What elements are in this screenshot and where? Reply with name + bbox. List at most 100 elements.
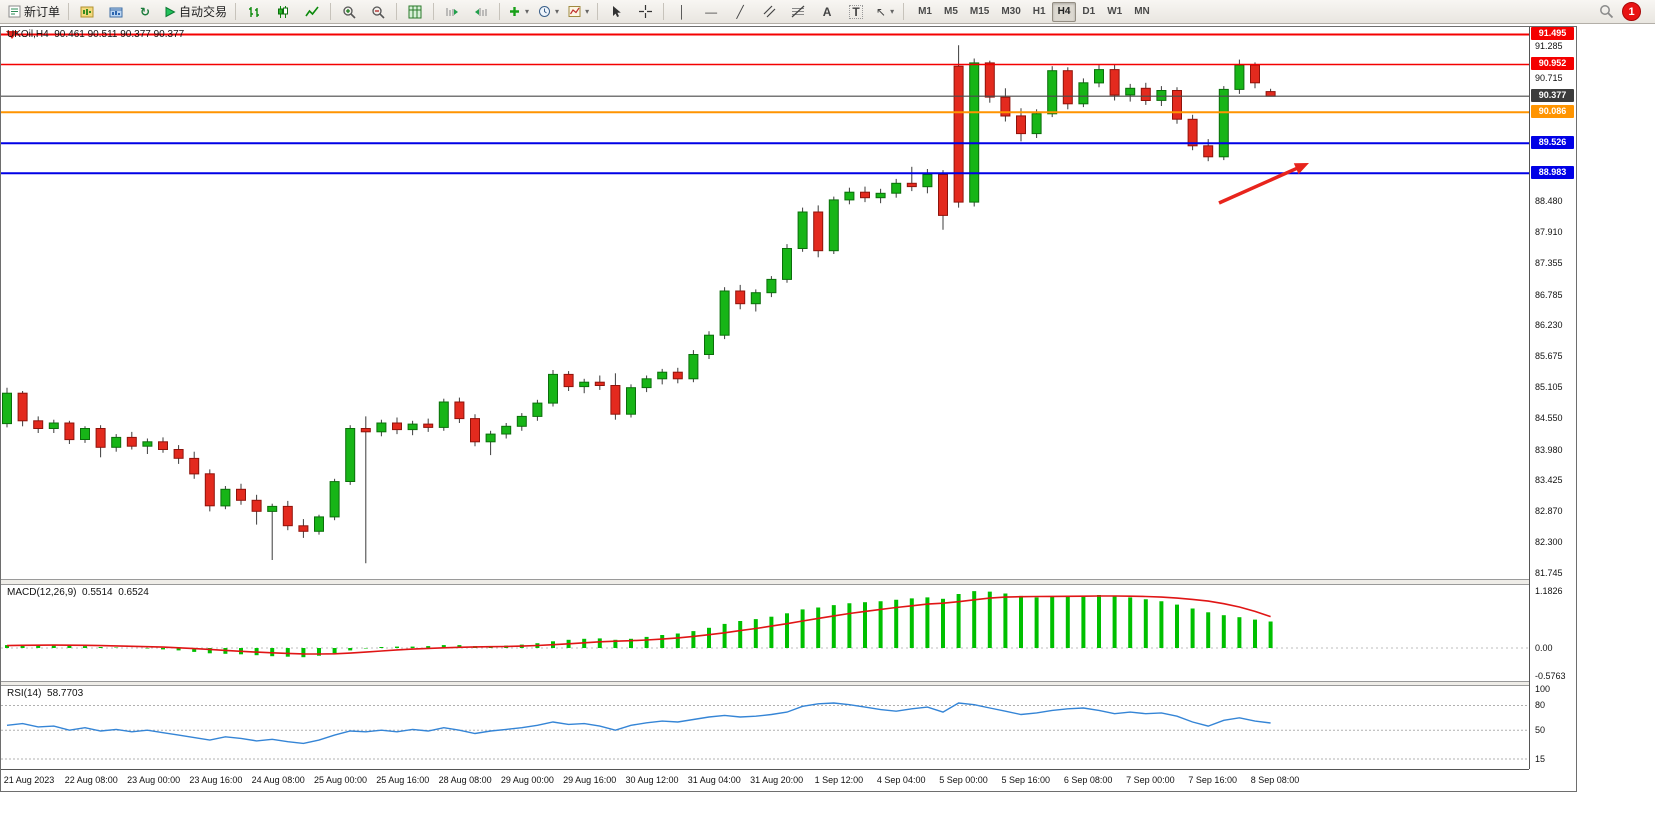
price-axis-label: 84.550: [1535, 413, 1563, 424]
rsi-chart[interactable]: [1, 686, 1529, 769]
panel-resize-handle[interactable]: [1, 579, 1576, 585]
trendline-tool-button[interactable]: ╱: [726, 1, 754, 23]
rsi-axis-label: 50: [1535, 725, 1546, 736]
price-tag: 89.526: [1531, 136, 1574, 150]
cursor-icon: [612, 6, 621, 17]
zoom-out-icon: [372, 5, 385, 19]
price-axis-label: 81.745: [1535, 567, 1563, 578]
timeframe-d1[interactable]: D1: [1082, 6, 1096, 17]
search-icon[interactable]: [1599, 4, 1614, 19]
zoom-out-button[interactable]: [364, 1, 392, 23]
time-axis-label: 1 Sep 12:00: [814, 775, 864, 785]
notification-badge[interactable]: 1: [1622, 2, 1641, 21]
time-axis[interactable]: 21 Aug 2023 22 Aug 08:00 23 Aug 00:00 23 Au…: [1, 769, 1529, 791]
charts-icon: [80, 6, 94, 17]
profiles-button[interactable]: [102, 1, 130, 23]
price-axis-label: 86.230: [1535, 320, 1563, 331]
time-axis-label: 22 Aug 08:00: [64, 775, 118, 785]
text-tool-icon: A: [822, 4, 832, 19]
price-axis-label: 85.105: [1535, 382, 1563, 393]
toolbar-separator: [597, 3, 599, 20]
timeframe-m1[interactable]: M1: [918, 6, 932, 17]
text-label-icon: T: [849, 4, 863, 19]
refresh-button[interactable]: ↻: [131, 1, 159, 23]
macd-axis-label: 1.1826: [1535, 585, 1563, 596]
cursor-tool-button[interactable]: [602, 1, 630, 23]
horizontal-line-tool-button[interactable]: —: [697, 1, 725, 23]
price-axis-label: 87.355: [1535, 258, 1563, 269]
text-label-tool-button[interactable]: T: [842, 1, 870, 23]
time-axis-label: 24 Aug 08:00: [251, 775, 305, 785]
price-axis-label: 91.285: [1535, 41, 1563, 52]
time-axis-label: 31 Aug 04:00: [687, 775, 741, 785]
timeframe-h1[interactable]: H1: [1032, 6, 1046, 17]
chart-symbol-label: UKOil,H4 90.461 90.511 90.377 90.377: [7, 29, 184, 40]
line-chart-mode-button[interactable]: [298, 1, 326, 23]
rsi-axis-label: 100: [1535, 684, 1551, 694]
chart-window-ukoil: UKOil,H4 90.461 90.511 90.377 90.377 MAC…: [0, 26, 1577, 792]
time-axis-label: 4 Sep 04:00: [876, 775, 926, 785]
main-chart-panel: UKOil,H4 90.461 90.511 90.377 90.377: [1, 27, 1529, 579]
templates-button[interactable]: ▾: [564, 1, 593, 23]
timeframe-h4[interactable]: H4: [1051, 1, 1077, 22]
arrows-tool-button[interactable]: ↖ ▾: [871, 1, 899, 23]
charts-button[interactable]: [73, 1, 101, 23]
chevron-down-icon: ▾: [585, 7, 590, 16]
tile-windows-button[interactable]: [401, 1, 429, 23]
panel-resize-handle[interactable]: [1, 681, 1576, 686]
horizontal-line-icon: —: [705, 4, 718, 19]
price-tag: 91.495: [1531, 27, 1574, 41]
text-tool-button[interactable]: A: [813, 1, 841, 23]
fibonacci-icon: [791, 5, 805, 18]
chevron-down-icon: ▾: [525, 7, 530, 16]
timeframe-m15[interactable]: M15: [969, 6, 990, 17]
time-axis-label: 6 Sep 08:00: [1063, 775, 1113, 785]
toolbar-separator: [663, 3, 665, 20]
price-tag: 90.377: [1531, 89, 1574, 103]
symbol-timeframe: UKOil,H4: [7, 29, 49, 40]
toolbar-separator: [903, 3, 905, 20]
time-axis-label: 7 Sep 16:00: [1188, 775, 1237, 785]
profiles-icon: [109, 7, 123, 17]
macd-chart[interactable]: [1, 585, 1529, 681]
auto-scroll-icon: [446, 7, 459, 16]
rsi-label: RSI(14) 58.7703: [7, 688, 83, 699]
price-axis-label: 90.715: [1535, 72, 1563, 83]
main-chart[interactable]: [1, 27, 1529, 579]
macd-label: MACD(12,26,9) 0.5514 0.6524: [7, 587, 149, 598]
trendline-icon: ╱: [736, 4, 744, 19]
vertical-line-tool-button[interactable]: │: [668, 1, 696, 23]
timeframe-m5[interactable]: M5: [943, 6, 958, 17]
toolbar-right: 1: [1599, 2, 1651, 21]
auto-scroll-button[interactable]: [438, 1, 466, 23]
time-axis-label: 7 Sep 00:00: [1126, 775, 1175, 785]
timeframe-w1[interactable]: W1: [1107, 6, 1123, 17]
new-order-button[interactable]: 新订单: [4, 1, 64, 23]
tile-windows-icon: [408, 5, 422, 18]
zoom-in-button[interactable]: [335, 1, 363, 23]
crosshair-tool-button[interactable]: [631, 1, 659, 23]
bar-chart-mode-button[interactable]: [240, 1, 268, 23]
autotrading-button[interactable]: 自动交易: [160, 1, 231, 23]
chart-shift-icon: [475, 7, 487, 16]
periods-button[interactable]: ▾: [534, 1, 563, 23]
candlestick-mode-button[interactable]: [269, 1, 297, 23]
time-axis-label: 30 Aug 12:00: [625, 775, 679, 785]
price-axis-label: 87.910: [1535, 227, 1563, 238]
zoom-in-icon: [343, 5, 356, 19]
time-axis-label: 29 Aug 16:00: [563, 775, 617, 785]
rsi-value: 58.7703: [47, 688, 84, 699]
timeframe-m30[interactable]: M30: [1001, 6, 1021, 17]
channel-tool-button[interactable]: [755, 1, 783, 23]
indicators-button[interactable]: ▾: [504, 1, 533, 23]
price-axis[interactable]: 91.285 90.715 88.480 87.910 87.355 86.785 86.2…: [1529, 27, 1576, 769]
time-axis-label: 25 Aug 00:00: [313, 775, 368, 785]
toolbar: 新订单 ↻ 自动交易 ▾: [0, 0, 1655, 24]
candlestick-icon: [278, 5, 289, 18]
toolbar-separator: [396, 3, 398, 20]
chart-shift-button[interactable]: [467, 1, 495, 23]
fibonacci-tool-button[interactable]: [784, 1, 812, 23]
line-chart-icon: [305, 6, 319, 16]
price-axis-label: 82.870: [1535, 505, 1563, 516]
timeframe-mn[interactable]: MN: [1134, 6, 1150, 17]
